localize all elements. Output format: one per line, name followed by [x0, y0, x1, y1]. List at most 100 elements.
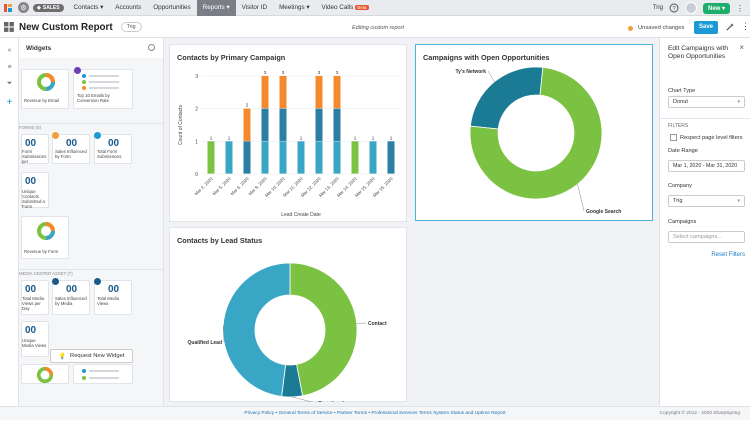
- warning-dot-icon: [628, 25, 633, 31]
- footer: Privacy Policy • General Terms of Servic…: [0, 406, 750, 420]
- widget-label: Revenue by Form: [24, 249, 59, 254]
- add-icon[interactable]: +: [6, 97, 13, 108]
- help-icon[interactable]: ?: [669, 3, 679, 13]
- chevron-down-icon: ▾: [737, 198, 740, 204]
- campaigns-label: Campaigns: [668, 219, 697, 225]
- widget-value: 00: [66, 284, 78, 295]
- data-label: 3: [282, 70, 285, 75]
- owner-tag[interactable]: Trig: [120, 22, 142, 32]
- respect-filters-checkbox[interactable]: [670, 134, 677, 141]
- request-widget-button[interactable]: 💡 Request New Widget: [50, 349, 133, 363]
- close-icon[interactable]: ×: [739, 43, 744, 52]
- data-label: 1: [390, 135, 393, 140]
- chevron-down-icon: ▾: [737, 99, 740, 105]
- options-icon[interactable]: ⋮: [741, 21, 750, 31]
- save-button[interactable]: Save: [694, 21, 718, 34]
- campaigns-select[interactable]: Select campaigns...: [668, 231, 745, 243]
- new-button[interactable]: New ▾: [702, 2, 730, 14]
- y-axis-label: Count of Contacts: [178, 104, 184, 145]
- list-thumb-icon: [82, 369, 119, 380]
- collapse-icon[interactable]: «: [7, 47, 12, 54]
- donut-slice: [222, 262, 291, 397]
- section-media: MEDIA CENTER ASSET (7): [19, 269, 163, 276]
- footer-links[interactable]: Privacy Policy • General Terms of Servic…: [244, 411, 506, 416]
- widget-card[interactable]: 00 Form Submissions per: [21, 134, 49, 164]
- sharpspring-logo[interactable]: [0, 0, 16, 16]
- avatar[interactable]: [684, 2, 697, 14]
- widget-card[interactable]: 00 Total Media Views: [94, 280, 132, 315]
- page-title[interactable]: New Custom Report: [19, 21, 113, 33]
- widget-card[interactable]: Revenue by Email: [21, 69, 69, 109]
- widget-card[interactable]: 00 Unique Contacts Submitted a Form: [21, 172, 49, 209]
- label-leader: [292, 396, 314, 402]
- widget-card[interactable]: [21, 364, 69, 384]
- nav-opportunities[interactable]: Opportunities: [153, 3, 191, 11]
- sales-switcher[interactable]: ◆ SALES: [33, 3, 64, 12]
- slice-label: Contact: [368, 321, 387, 327]
- bar: [261, 141, 269, 174]
- list-icon[interactable]: ≡: [7, 64, 12, 71]
- filters-label: FILTERS: [668, 123, 689, 129]
- user-name: Trig: [652, 5, 663, 11]
- nav-contacts[interactable]: Contacts ▾: [73, 3, 104, 11]
- bar: [261, 108, 269, 141]
- data-label: 3: [264, 70, 267, 75]
- more-icon[interactable]: ⋮: [736, 3, 744, 13]
- bar: [387, 141, 395, 174]
- list-thumb-icon: [82, 74, 119, 90]
- nav-accounts[interactable]: Accounts: [115, 3, 142, 11]
- report-canvas: Contacts by Primary Campaign 0 1 2 3 Count o…: [164, 38, 659, 406]
- widget-label: Total Media Views: [97, 296, 119, 306]
- nav-video-calls[interactable]: Video Calls Beta: [321, 3, 369, 11]
- chart-type-select[interactable]: Donut ▾: [668, 96, 745, 108]
- chart-type-label: Chart Type: [668, 88, 696, 94]
- label-leader: [222, 325, 225, 343]
- copyright: Copyright © 2012 - 2020 SharpSpring: [659, 411, 740, 416]
- widget-value: 00: [25, 176, 37, 187]
- chart-panel-lead-status[interactable]: Contacts by Lead Status Contact Open Lead…: [169, 227, 407, 402]
- widget-card[interactable]: 00 Sales Influenced by Form: [52, 134, 90, 164]
- section-forms: FORMS (5): [19, 123, 163, 130]
- divider: [660, 118, 750, 119]
- label-leader: [577, 184, 585, 212]
- widgets-title: Widgets: [19, 38, 163, 58]
- y-tick-label: 2: [195, 107, 198, 113]
- apps-icon[interactable]: ⚙: [18, 2, 29, 13]
- widget-card[interactable]: [73, 364, 133, 384]
- filter-icon[interactable]: ⏷: [6, 80, 13, 87]
- chart-panel-primary-campaign[interactable]: Contacts by Primary Campaign 0 1 2 3 Count o…: [169, 44, 407, 222]
- svg-text:?: ?: [672, 7, 676, 13]
- data-label: 1: [300, 135, 303, 140]
- report-header: New Custom Report Trig: [0, 17, 750, 38]
- nav-visitor-id[interactable]: Visitor ID: [241, 3, 268, 11]
- bar: [279, 76, 287, 109]
- nav-reports[interactable]: Reports ▾: [196, 0, 236, 16]
- widget-card[interactable]: 00 Unique Media Views: [21, 321, 49, 357]
- donut-chart: Ty's Network Google Search: [455, 66, 621, 215]
- company-select[interactable]: Trig ▾: [668, 195, 745, 207]
- bar: [351, 141, 359, 174]
- donut-thumb-icon: [36, 366, 54, 384]
- chart-panel-open-opportunities[interactable]: Campaigns with Open Opportunities Ty's N…: [415, 44, 653, 221]
- search-icon[interactable]: [148, 44, 155, 51]
- nav-meetings[interactable]: Meetings ▾: [279, 3, 310, 11]
- widget-card[interactable]: Revenue by Form: [21, 216, 69, 259]
- y-tick-label: 0: [195, 172, 198, 178]
- reset-filters-link[interactable]: Reset Filters: [711, 252, 745, 258]
- widget-card[interactable]: Top 10 Emails by Conversion Rate: [73, 69, 133, 109]
- data-label: 1: [210, 135, 213, 140]
- grid-icon[interactable]: [4, 21, 15, 33]
- widget-card[interactable]: 00 Total Media Views per Day: [21, 280, 49, 315]
- widget-label: Sales Influenced by Media: [55, 296, 87, 306]
- brush-icon[interactable]: [725, 23, 734, 32]
- bar: [207, 141, 215, 174]
- widget-label: Unique Contacts Submitted a Form: [22, 189, 45, 209]
- date-range-input[interactable]: Mar 1, 2020 - Mar 31, 2020: [668, 160, 745, 172]
- donut-slice: [469, 66, 544, 130]
- settings-title: Edit Campaigns with Open Opportunities: [668, 45, 729, 60]
- media-icon: [52, 278, 59, 285]
- widget-card[interactable]: 00 Sales Influenced by Media: [52, 280, 90, 315]
- widget-card[interactable]: 00 Total Form Submissions: [94, 134, 132, 164]
- bar: [279, 108, 287, 141]
